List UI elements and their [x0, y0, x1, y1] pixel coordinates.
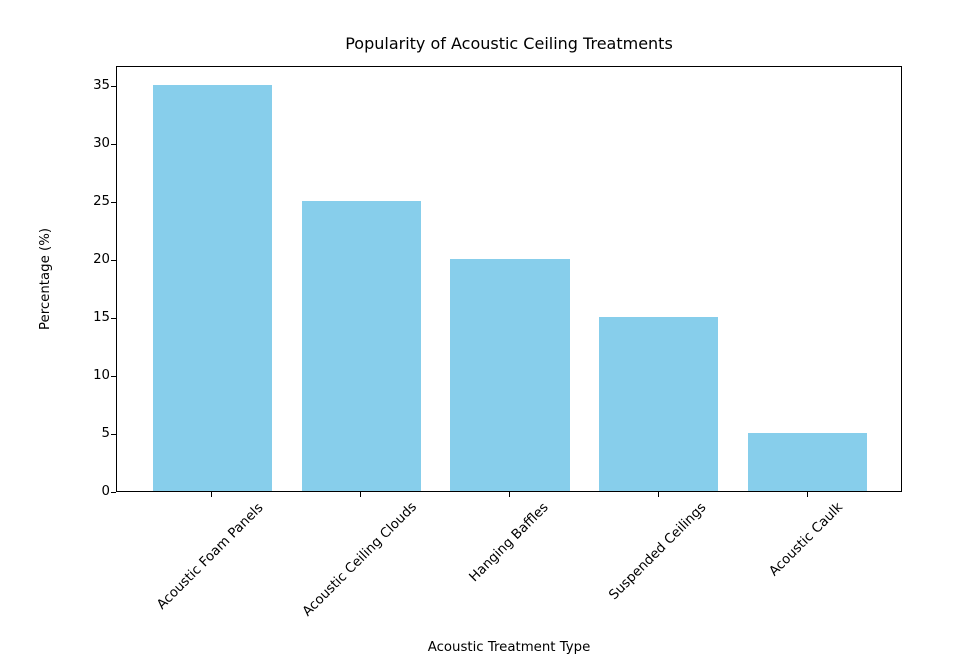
y-tick-label: 30: [93, 136, 110, 152]
chart-title: Popularity of Acoustic Ceiling Treatment…: [345, 34, 673, 53]
x-tick-label: Hanging Baffles: [466, 499, 552, 585]
y-tick-label: 10: [93, 368, 110, 384]
x-tick-label: Acoustic Caulk: [766, 499, 847, 580]
y-tick-mark: [111, 202, 116, 203]
y-tick-mark: [111, 144, 116, 145]
y-tick-label: 5: [101, 426, 110, 442]
y-tick-mark: [111, 86, 116, 87]
x-tick-label: Acoustic Foam Panels: [154, 500, 267, 613]
bar: [599, 317, 719, 491]
y-tick-mark: [111, 318, 116, 319]
bar: [301, 201, 421, 491]
bar: [748, 433, 868, 491]
y-tick-label: 20: [93, 252, 110, 268]
x-tick-label: Suspended Ceilings: [606, 499, 710, 603]
y-tick-mark: [111, 376, 116, 377]
bar: [450, 259, 570, 491]
y-tick-mark: [111, 434, 116, 435]
x-tick-mark: [807, 492, 808, 497]
x-tick-mark: [658, 492, 659, 497]
y-tick-label: 15: [93, 310, 110, 326]
y-tick-label: 0: [101, 484, 110, 499]
x-axis-label: Acoustic Treatment Type: [427, 640, 591, 655]
y-tick-label: 35: [93, 78, 110, 94]
x-tick-label: Acoustic Ceiling Clouds: [299, 500, 420, 621]
x-tick-mark: [360, 492, 361, 497]
plot-area: [116, 66, 902, 492]
bar: [152, 85, 272, 491]
y-tick-label: 25: [93, 194, 110, 210]
x-tick-mark: [509, 492, 510, 497]
y-tick-mark: [111, 260, 116, 261]
x-tick-mark: [211, 492, 212, 497]
y-tick-mark: [111, 492, 116, 493]
